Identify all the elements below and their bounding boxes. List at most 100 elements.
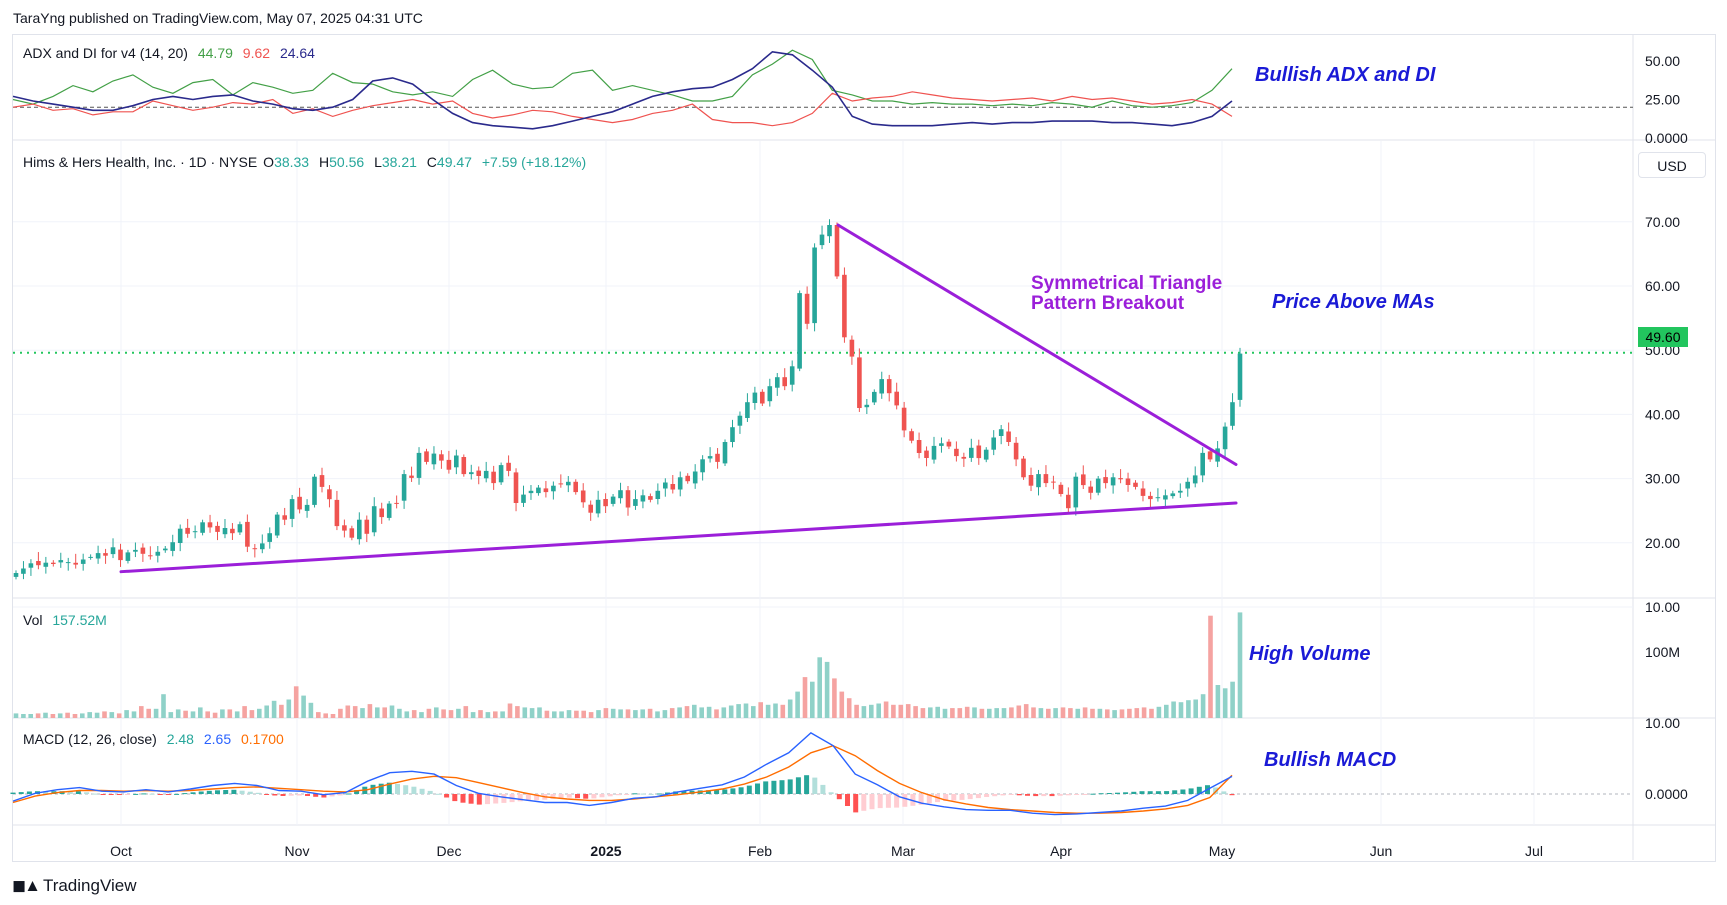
- macd-histogram-bar: [10, 792, 16, 794]
- volume-bar: [1060, 707, 1066, 718]
- candle-body: [36, 561, 41, 566]
- volume-bar: [537, 707, 542, 718]
- candle-body: [476, 470, 481, 476]
- volume-bar: [662, 710, 668, 718]
- macd-histogram-bar: [869, 794, 875, 810]
- candle-body: [73, 562, 78, 565]
- candle-body: [327, 489, 332, 500]
- macd-histogram-bar: [1065, 794, 1071, 796]
- volume-bar: [57, 713, 63, 718]
- macd-histogram-bar: [1164, 791, 1170, 794]
- candle-body: [775, 377, 780, 388]
- volume-bar: [500, 711, 505, 718]
- volume-bar: [1141, 707, 1147, 718]
- volume-bar: [780, 704, 786, 718]
- macd-histogram-bar: [239, 790, 245, 794]
- macd-histogram-bar: [894, 794, 900, 808]
- macd-histogram-bar: [1025, 794, 1030, 796]
- candle-body: [618, 490, 623, 499]
- volume-bar: [942, 708, 948, 718]
- candle-body: [304, 504, 310, 511]
- annotation-triangle-breakout: Symmetrical Triangle Pattern Breakout: [1031, 274, 1222, 314]
- candle-body: [640, 495, 646, 502]
- volume-bar: [124, 710, 129, 718]
- macd-histogram-bar: [345, 793, 351, 795]
- macd-legend[interactable]: MACD (12, 26, close) 2.48 2.65 0.1700: [23, 731, 290, 747]
- candle-body: [80, 559, 86, 564]
- tradingview-brand[interactable]: ◼▲ TradingView: [12, 876, 137, 896]
- signal-value: 2.65: [203, 731, 232, 747]
- macd-histogram-bar: [665, 792, 670, 794]
- volume-bar: [21, 714, 26, 718]
- volume-bar: [338, 708, 343, 718]
- candle-body: [536, 487, 541, 494]
- macd-histogram-bar: [1147, 791, 1153, 794]
- candle-body: [491, 471, 496, 484]
- candle-body: [610, 496, 616, 504]
- macd-histogram-bar: [1049, 794, 1055, 797]
- macd-histogram-bar: [18, 792, 24, 794]
- volume-legend[interactable]: Vol 157.52M: [23, 612, 113, 628]
- volume-bar: [389, 705, 395, 718]
- macd-histogram-bar: [296, 794, 302, 796]
- candle-body: [685, 475, 690, 482]
- price-axis-tick: 30.00: [1645, 471, 1680, 487]
- currency-button[interactable]: USD: [1638, 152, 1706, 178]
- volume-bar: [463, 706, 469, 718]
- candle-body: [1036, 474, 1041, 488]
- x-axis-tick: Apr: [1050, 843, 1072, 859]
- candle-body: [274, 514, 280, 536]
- candle-body: [1133, 482, 1138, 487]
- macd-histogram-bar: [640, 793, 646, 795]
- volume-bar: [787, 699, 793, 718]
- macd-histogram-bar: [1131, 791, 1137, 794]
- volume-bar: [1090, 708, 1095, 718]
- macd-histogram-bar: [215, 790, 220, 794]
- volume-bar: [212, 712, 218, 718]
- macd-histogram-bar: [705, 790, 711, 794]
- candle-body: [177, 528, 183, 543]
- volume-bar: [824, 661, 830, 718]
- volume-bar: [234, 711, 240, 718]
- macd-histogram-bar: [1098, 793, 1104, 795]
- volume-bar: [360, 708, 365, 718]
- volume-bar: [153, 708, 159, 718]
- candle-body: [349, 528, 355, 538]
- macd-histogram-bar: [632, 793, 638, 795]
- volume-bar: [1149, 708, 1154, 718]
- macd-histogram-bar: [452, 794, 458, 802]
- adx-legend-title: ADX and DI for v4 (14, 20): [23, 45, 188, 61]
- volume-bar: [625, 709, 631, 718]
- candle-body: [797, 293, 802, 369]
- macd-histogram-bar: [370, 784, 376, 794]
- volume-bar: [610, 708, 616, 718]
- volume-bar: [35, 713, 41, 718]
- macd-histogram-bar: [975, 794, 981, 799]
- macd-histogram-bar: [476, 794, 482, 805]
- macd-histogram-bar: [853, 794, 859, 813]
- macd-histogram-bar: [280, 794, 286, 796]
- macd-histogram-bar: [1188, 788, 1194, 794]
- volume-bar: [301, 695, 306, 718]
- change-value: +7.59 (+18.12%): [481, 154, 587, 170]
- candle-body: [1006, 431, 1011, 442]
- volume-bar: [957, 708, 963, 718]
- macd-histogram-bar: [779, 780, 785, 794]
- candle-body: [983, 449, 989, 460]
- macd-histogram-bar: [485, 794, 490, 805]
- adx-legend[interactable]: ADX and DI for v4 (14, 20) 44.79 9.62 24…: [23, 45, 321, 61]
- macd-histogram-bar: [75, 791, 81, 794]
- volume-bar: [493, 711, 498, 718]
- macd-histogram-bar: [656, 793, 662, 795]
- macd-histogram-bar: [992, 794, 998, 797]
- volume-bar: [1178, 702, 1184, 718]
- candle-body: [789, 366, 795, 385]
- high-value: 50.56: [329, 154, 365, 170]
- volume-bar: [869, 704, 874, 718]
- x-axis-tick: Jun: [1370, 843, 1393, 859]
- volume-bar: [522, 707, 528, 718]
- candle-body: [663, 482, 668, 489]
- volume-bar: [1009, 707, 1014, 718]
- price-legend[interactable]: Hims & Hers Health, Inc. · 1D · NYSE O38.…: [23, 154, 592, 170]
